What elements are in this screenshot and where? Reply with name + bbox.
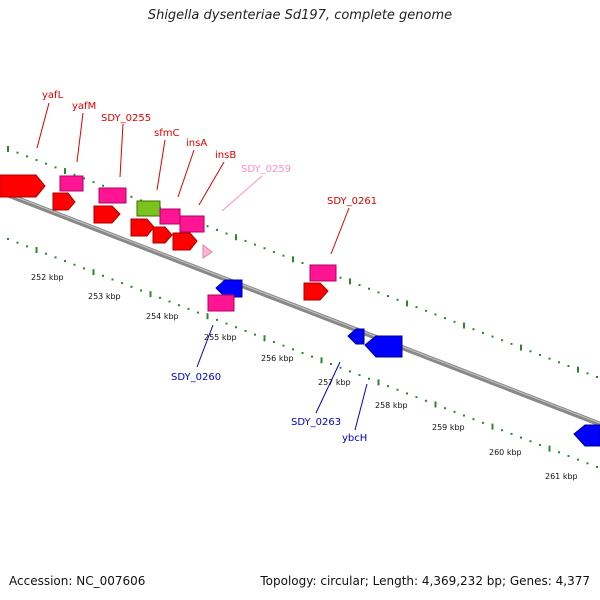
gene-arrow-red	[172, 232, 198, 251]
gene-arrow-blue	[573, 424, 600, 447]
gene-label-sfmc: sfmC	[154, 128, 179, 139]
kbp-label: 260 kbp	[489, 448, 522, 457]
gene-arrow-red	[152, 226, 173, 244]
leader-line	[156, 139, 166, 191]
genome-backbone-highlight	[0, 190, 600, 424]
map-title: Shigella dysenteriae Sd197, complete gen…	[147, 8, 453, 23]
leader-line	[354, 383, 368, 431]
leader-line	[119, 123, 124, 178]
gene-arrow-blue	[215, 279, 243, 298]
kbp-label: 258 kbp	[375, 401, 408, 410]
kbp-label: 259 kbp	[432, 423, 465, 432]
gene-arrow-blue	[364, 335, 403, 358]
leader-line	[177, 149, 195, 198]
gene-label-yafm: yafM	[72, 101, 96, 112]
kbp-label: 255 kbp	[204, 333, 237, 342]
gene-label-yafl: yafL	[42, 90, 64, 101]
genome-backbone	[0, 189, 600, 427]
leader-line	[330, 207, 350, 255]
gene-arrow-pink	[59, 175, 84, 192]
gene-label-sdy-0263: SDY_0263	[291, 417, 341, 428]
gene-label-sdy-0260: SDY_0260	[171, 372, 221, 383]
gene-label-insb: insB	[215, 150, 236, 161]
leader-line	[198, 161, 225, 206]
gene-arrow-red	[52, 192, 76, 211]
kbp-label: 252 kbp	[31, 273, 64, 282]
gene-arrow-green	[136, 200, 161, 217]
leader-line	[76, 112, 84, 163]
leader-line	[221, 175, 263, 212]
gene-arrow-pink	[179, 215, 205, 233]
leader-line	[196, 324, 214, 368]
gene-arrow-pink	[207, 294, 235, 312]
kbp-label: 253 kbp	[88, 292, 121, 301]
topology-text: Topology: circular; Length: 4,369,232 bp…	[260, 574, 590, 588]
gene-arrow-blue	[347, 328, 365, 345]
leader-line	[36, 102, 50, 149]
gene-arrow-pink	[159, 208, 181, 225]
gene-label-insa: insA	[186, 138, 207, 149]
gene-arrow-red	[303, 282, 329, 301]
gene-label-ybch: ybcH	[342, 433, 367, 444]
gene-arrow-light	[202, 243, 213, 259]
gene-arrow-red	[130, 218, 155, 237]
gene-arrow-pink	[98, 187, 127, 204]
kbp-label: 257 kbp	[318, 378, 351, 387]
gene-label-sdy-0255: SDY_0255	[101, 113, 151, 124]
gene-arrow-red	[93, 205, 121, 224]
gene-arrow-pink	[309, 264, 337, 282]
gene-label-sdy-0259: SDY_0259	[241, 164, 291, 175]
leader-line	[315, 361, 341, 414]
kbp-label: 256 kbp	[261, 354, 294, 363]
kbp-label: 254 kbp	[146, 312, 179, 321]
accession-text: Accession: NC_007606	[9, 574, 146, 588]
gene-arrow-red	[0, 174, 46, 198]
kbp-label: 261 kbp	[545, 472, 578, 481]
gene-label-sdy-0261: SDY_0261	[327, 196, 377, 207]
